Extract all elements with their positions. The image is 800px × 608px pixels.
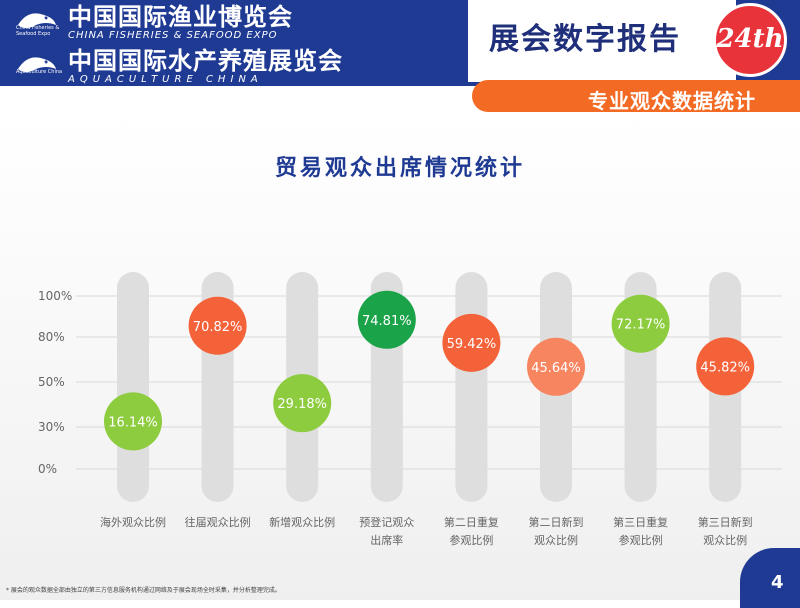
data-label: 29.18% [277,397,327,412]
logo-sub-text: Aquaculture China [16,68,63,75]
chart-title: 贸易观众出席情况统计 [274,156,525,181]
data-bubble [188,296,247,355]
y-tick-label: 50% [38,375,65,389]
x-category-label: 观众比例 [534,533,578,547]
x-category-label: 第三日重复 [613,515,668,529]
data-label: 45.82% [700,360,750,375]
data-bubble [273,374,332,433]
page-number-tab [740,548,800,608]
fish-logo-icon: 2019 China Fisheries & Seafood Expo [14,5,59,41]
y-tick-label: 30% [38,420,65,434]
x-category-label: 第二日新到 [529,515,584,529]
bar-track [455,272,488,502]
data-bubble [357,290,416,349]
fish-logo-icon: 2019 Aquaculture China [14,49,62,85]
logo-year: 2019 [28,60,46,69]
data-label: 70.82% [193,320,243,335]
x-category-label: 第三日新到 [698,515,753,529]
x-category-label: 往届观众比例 [185,515,251,529]
y-tick-label: 100% [38,289,72,303]
x-category-label: 新增观众比例 [269,515,335,529]
data-bubble [104,392,162,451]
logo-year: 2019 [28,16,46,25]
x-category-label: 观众比例 [703,533,747,547]
section-banner: 专业观众数据统计 [472,80,800,113]
data-label: 72.17% [616,318,666,333]
page-number: 4 [771,572,784,593]
x-category-label: 参观比例 [619,533,663,547]
data-bubble [611,294,670,353]
y-tick-label: 80% [38,330,65,344]
badge-number: 24th [716,24,784,54]
logo-en-title: AQUACULTURE CHINA [68,74,263,85]
data-bubble [527,337,585,396]
anniversary-badge: 24th [713,3,787,77]
x-category-label: 第二日重复 [444,515,499,529]
logo-cn-title: 中国国际渔业博览会 [68,2,293,31]
x-category-label: 出席率 [370,533,403,547]
bar-track [117,272,149,502]
page-title: 展会数字报告 [489,22,681,57]
data-bubble [696,337,755,396]
data-label: 74.81% [362,314,412,329]
logo-sub-text: China Fisheries & Seafood Expo [16,24,60,37]
x-category-label: 预登记观众 [359,515,414,529]
logo-cn-title: 中国国际水产养殖展览会 [68,46,343,75]
data-label: 45.64% [531,361,581,376]
title-panel [468,0,736,82]
footnote: * 展会的观众数据全部由独立的第三方信息服务机构通过网络及于展会现场全时采集，并… [6,587,281,594]
y-tick-label: 0% [38,462,57,476]
section-title: 专业观众数据统计 [588,89,756,113]
x-category-label: 海外观众比例 [100,515,166,529]
data-label: 16.14% [108,415,158,430]
logo-aquaculture: 2019 Aquaculture China 中国国际水产养殖展览会 AQUAC… [14,46,343,86]
data-bubble [442,313,501,372]
data-label: 59.42% [447,337,497,352]
logo-en-title: CHINA FISHERIES & SEAFOOD EXPO [68,30,278,41]
logo-fisheries: 2019 China Fisheries & Seafood Expo 中国国际… [14,2,293,42]
x-category-label: 参观比例 [449,533,493,547]
